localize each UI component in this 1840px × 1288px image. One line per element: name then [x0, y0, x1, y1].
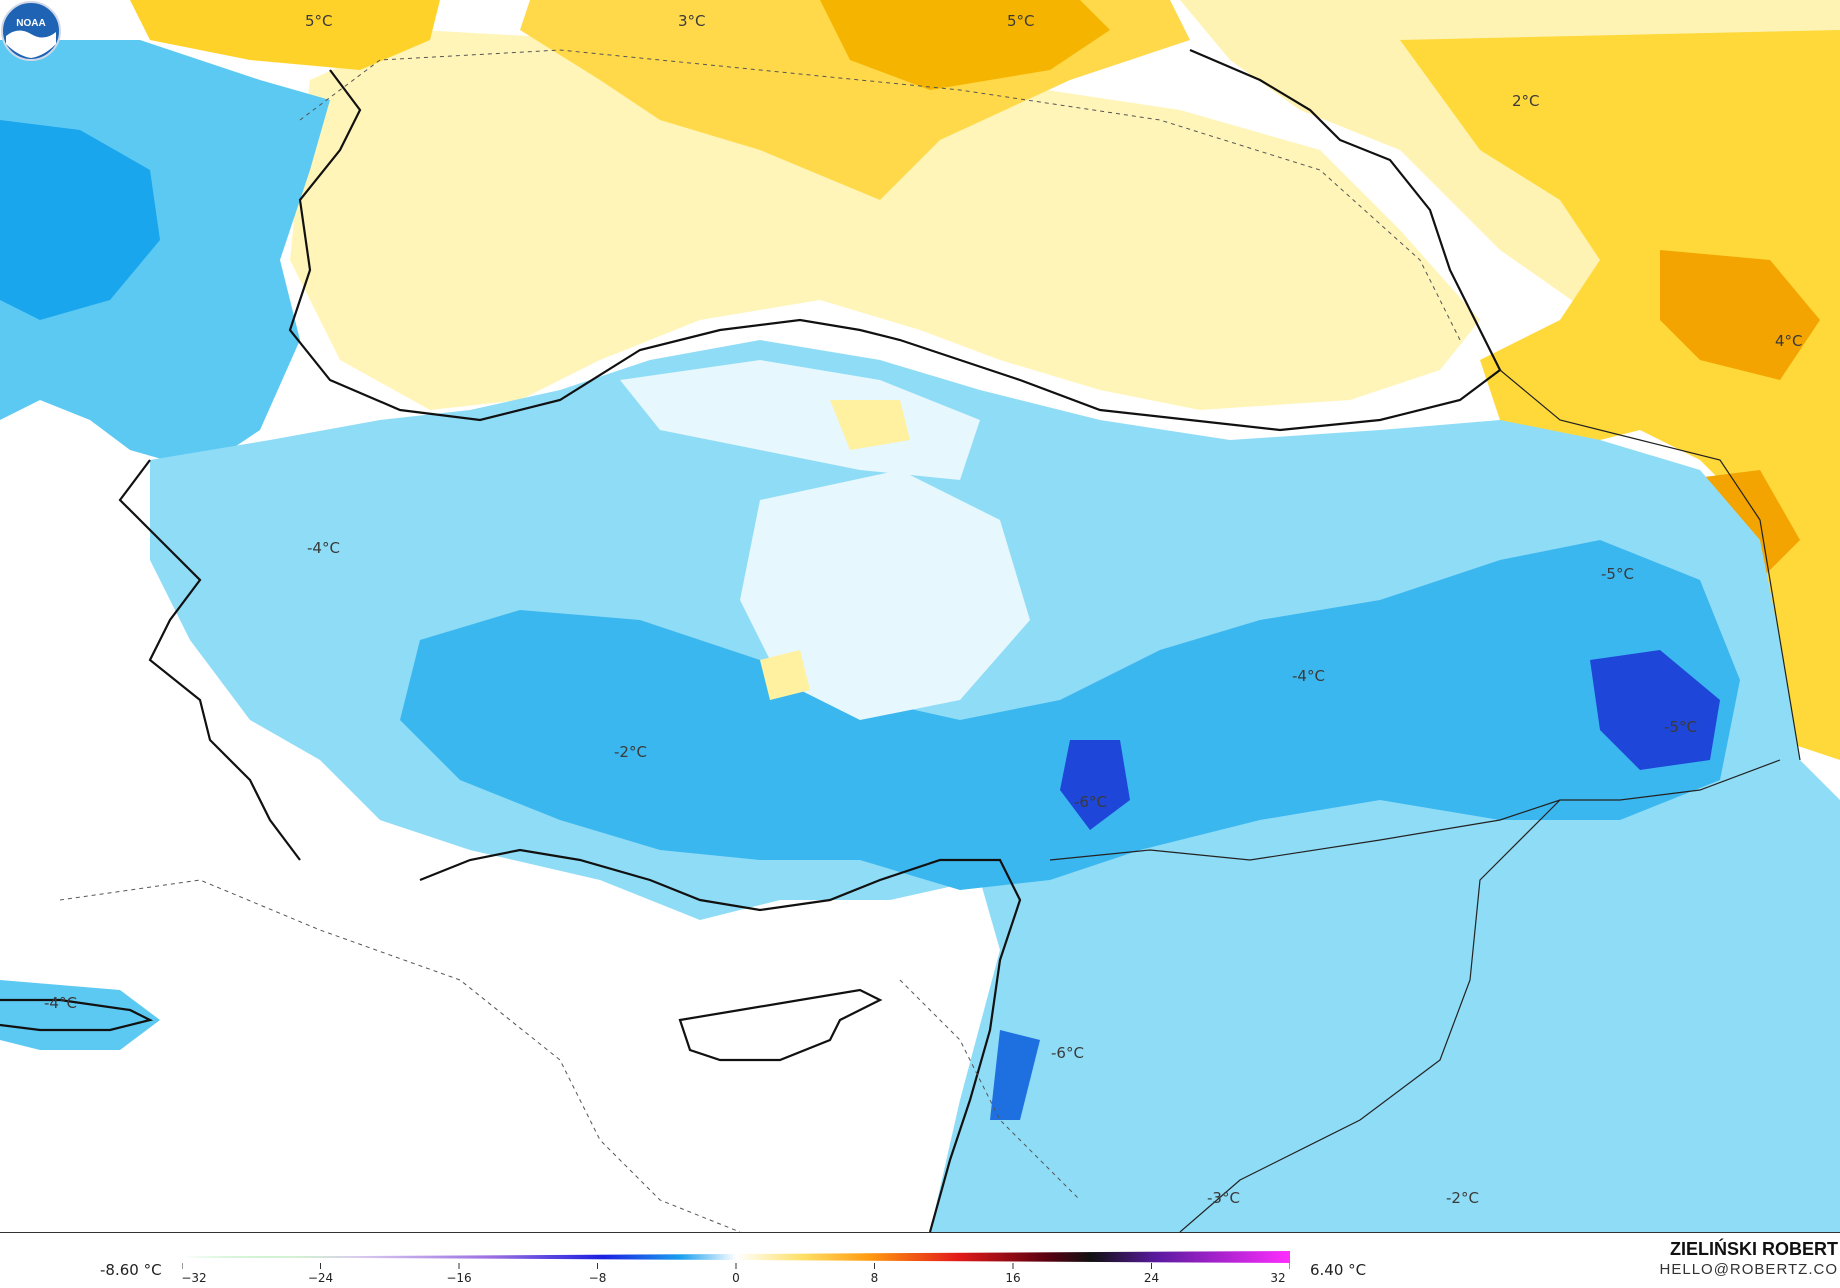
- scale-ticks: −32 −24 −16 −8 0 8 16 24 32: [182, 1263, 1290, 1285]
- cold-field-crete: [0, 980, 160, 1050]
- legend-footer: -8.60 °C −32 −24 −16 −8 0 8 16 24 32 6.40: [0, 1232, 1840, 1288]
- contour-label: -4°C: [1292, 667, 1325, 685]
- warm-core-ne: [820, 0, 1110, 90]
- black-sea-area: [290, 30, 1480, 410]
- contour-label: -5°C: [1664, 718, 1697, 736]
- contour-label: -2°C: [614, 743, 647, 761]
- cold-core-south: [1060, 740, 1130, 830]
- scale-tick-label: −24: [308, 1271, 333, 1285]
- syria-iraq-border: [1179, 799, 1561, 1232]
- noaa-logo-text: NOAA: [16, 18, 45, 29]
- cold-core-east: [1590, 650, 1720, 770]
- warm-field-north: [180, 0, 1840, 330]
- isotherm-0c-north: [299, 49, 1461, 341]
- isotherm-0c-south: [59, 879, 741, 1232]
- scale-tick-label: −32: [182, 1271, 207, 1285]
- contour-labels: 5°C 3°C 5°C 2°C 4°C -4°C -5°C -4°C -5°C -2°C -6°C -…: [44, 12, 1803, 1207]
- warm-spot-north-anatolia: [830, 400, 910, 450]
- contour-label: 5°C: [1007, 12, 1035, 30]
- scale-tick-label: 8: [871, 1271, 879, 1285]
- noaa-logo-icon: NOAA: [1, 1, 61, 61]
- scale-tick-label: −16: [446, 1271, 471, 1285]
- legend-max-value: 6.40 °C: [1310, 1261, 1367, 1279]
- cold-core-balkans: [0, 120, 160, 320]
- isotherm-levant: [899, 979, 1081, 1201]
- turkey-syria-border: [1049, 759, 1781, 861]
- black-sea-coast: [288, 48, 1502, 432]
- scale-tick-label: 16: [1005, 1271, 1020, 1285]
- cyprus-coast: [678, 988, 883, 1062]
- map-canvas: 5°C 3°C 5°C 2°C 4°C -4°C -5°C -4°C -5°C -2°C -6°C -…: [0, 0, 1840, 1232]
- eastern-border: [1499, 369, 1801, 761]
- borders: [1049, 369, 1801, 1232]
- contour-label: 4°C: [1775, 332, 1803, 350]
- pale-zone-north: [620, 360, 980, 480]
- contour-label: -4°C: [307, 539, 340, 557]
- contour-label: 3°C: [678, 12, 706, 30]
- warm-nw: [130, 0, 440, 70]
- author-credit: ZIELIŃSKI ROBERT: [1669, 1239, 1838, 1259]
- pale-zone-central: [740, 470, 1030, 720]
- cold-core-levant: [990, 1030, 1040, 1120]
- scale-tick-label: 24: [1144, 1271, 1159, 1285]
- temperature-color-scale: −32 −24 −16 −8 0 8 16 24 32: [182, 1251, 1290, 1285]
- contour-label: -6°C: [1074, 793, 1107, 811]
- crete-coast: [0, 998, 154, 1032]
- scale-tick-label: −8: [589, 1271, 607, 1285]
- aegean-coast: [118, 459, 301, 861]
- cold-band-anatolia: [400, 540, 1740, 890]
- mediterranean-coast: [419, 848, 1022, 1232]
- scale-bar: [182, 1251, 1290, 1263]
- isotherm-lines: [59, 49, 1461, 1232]
- warm-core-ne-2: [1660, 250, 1820, 380]
- contour-label: -5°C: [1601, 565, 1634, 583]
- warm-spot-central: [760, 650, 810, 700]
- contour-label: 5°C: [305, 12, 333, 30]
- temperature-map[interactable]: 5°C 3°C 5°C 2°C 4°C -4°C -5°C -4°C -5°C -2°C -6°C -…: [0, 0, 1840, 1232]
- scale-tick-label: 0: [732, 1271, 740, 1285]
- coastlines: [0, 48, 1502, 1232]
- contour-label: -4°C: [44, 994, 77, 1012]
- legend-min-value: -8.60 °C: [100, 1261, 162, 1279]
- author-email[interactable]: HELLO@ROBERTZ.CO: [1659, 1261, 1838, 1278]
- warm-field-ne: [1400, 30, 1840, 760]
- contour-label: -6°C: [1051, 1044, 1084, 1062]
- contour-label: 2°C: [1512, 92, 1540, 110]
- contour-label: -2°C: [1446, 1189, 1479, 1207]
- scale-tick-label: 32: [1270, 1271, 1285, 1285]
- contour-label: -3°C: [1207, 1189, 1240, 1207]
